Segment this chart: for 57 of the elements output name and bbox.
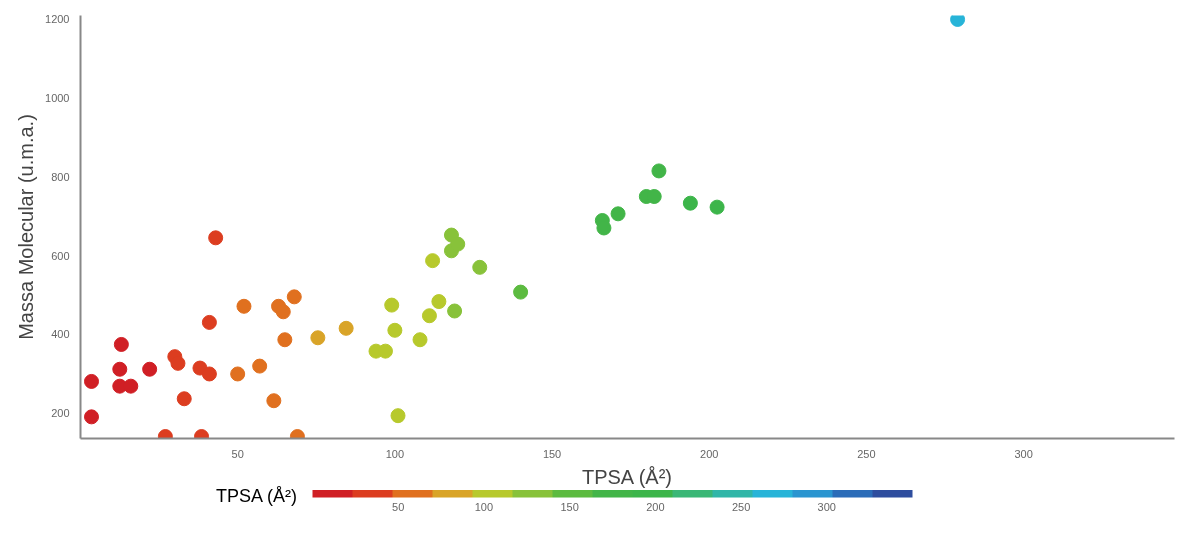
point	[310, 330, 326, 346]
point	[277, 332, 293, 348]
point	[84, 373, 99, 389]
color-bar-label: 150	[560, 500, 579, 513]
point	[421, 308, 437, 324]
point	[950, 15, 966, 27]
color-bar-label: 300	[817, 500, 836, 513]
x-tick-label: 100	[385, 447, 405, 460]
point	[387, 322, 403, 338]
point	[230, 366, 246, 382]
point	[275, 304, 291, 320]
point	[236, 298, 252, 314]
point	[266, 393, 282, 409]
point	[390, 408, 406, 424]
x-tick-label: 300	[1014, 447, 1033, 460]
point	[425, 253, 441, 269]
point	[113, 336, 129, 352]
x-axis-title: TPSA (Å²)	[581, 465, 672, 488]
x-tick-label: 200	[700, 447, 719, 460]
x-tick-label: 150	[542, 447, 562, 460]
x-tick-label: 250	[857, 447, 876, 460]
point	[142, 361, 158, 377]
y-tick-label: 1200	[45, 13, 70, 26]
point	[513, 284, 529, 300]
point	[709, 199, 725, 215]
point	[201, 366, 217, 382]
point	[176, 391, 192, 407]
point	[170, 355, 186, 371]
point	[412, 332, 428, 348]
point	[384, 297, 400, 313]
color-bar-label: 50	[392, 500, 405, 513]
point	[112, 361, 128, 377]
point	[472, 259, 488, 275]
y-tick-label: 200	[51, 406, 70, 419]
point	[252, 358, 268, 374]
point	[431, 294, 447, 310]
point	[447, 303, 463, 319]
point	[208, 230, 224, 246]
point	[682, 195, 698, 211]
point	[286, 289, 302, 305]
y-tick-label: 800	[51, 170, 70, 183]
y-tick-label: 400	[51, 328, 70, 341]
color-bar-label: 200	[646, 500, 665, 513]
point	[338, 320, 354, 336]
point	[450, 236, 466, 252]
y-tick-label: 600	[51, 249, 70, 262]
color-bar-label: 250	[731, 500, 751, 513]
y-axis-title: Massa Molecular (u.m.a.)	[15, 114, 38, 340]
point	[610, 206, 626, 222]
color-bar-title: TPSA (Å²)	[215, 485, 297, 508]
point	[201, 314, 217, 330]
point	[123, 378, 139, 394]
point	[84, 409, 99, 425]
x-tick-label: 50	[231, 447, 244, 460]
y-tick-label: 1000	[45, 92, 70, 105]
color-bar-label: 100	[474, 500, 494, 513]
point	[651, 163, 667, 179]
